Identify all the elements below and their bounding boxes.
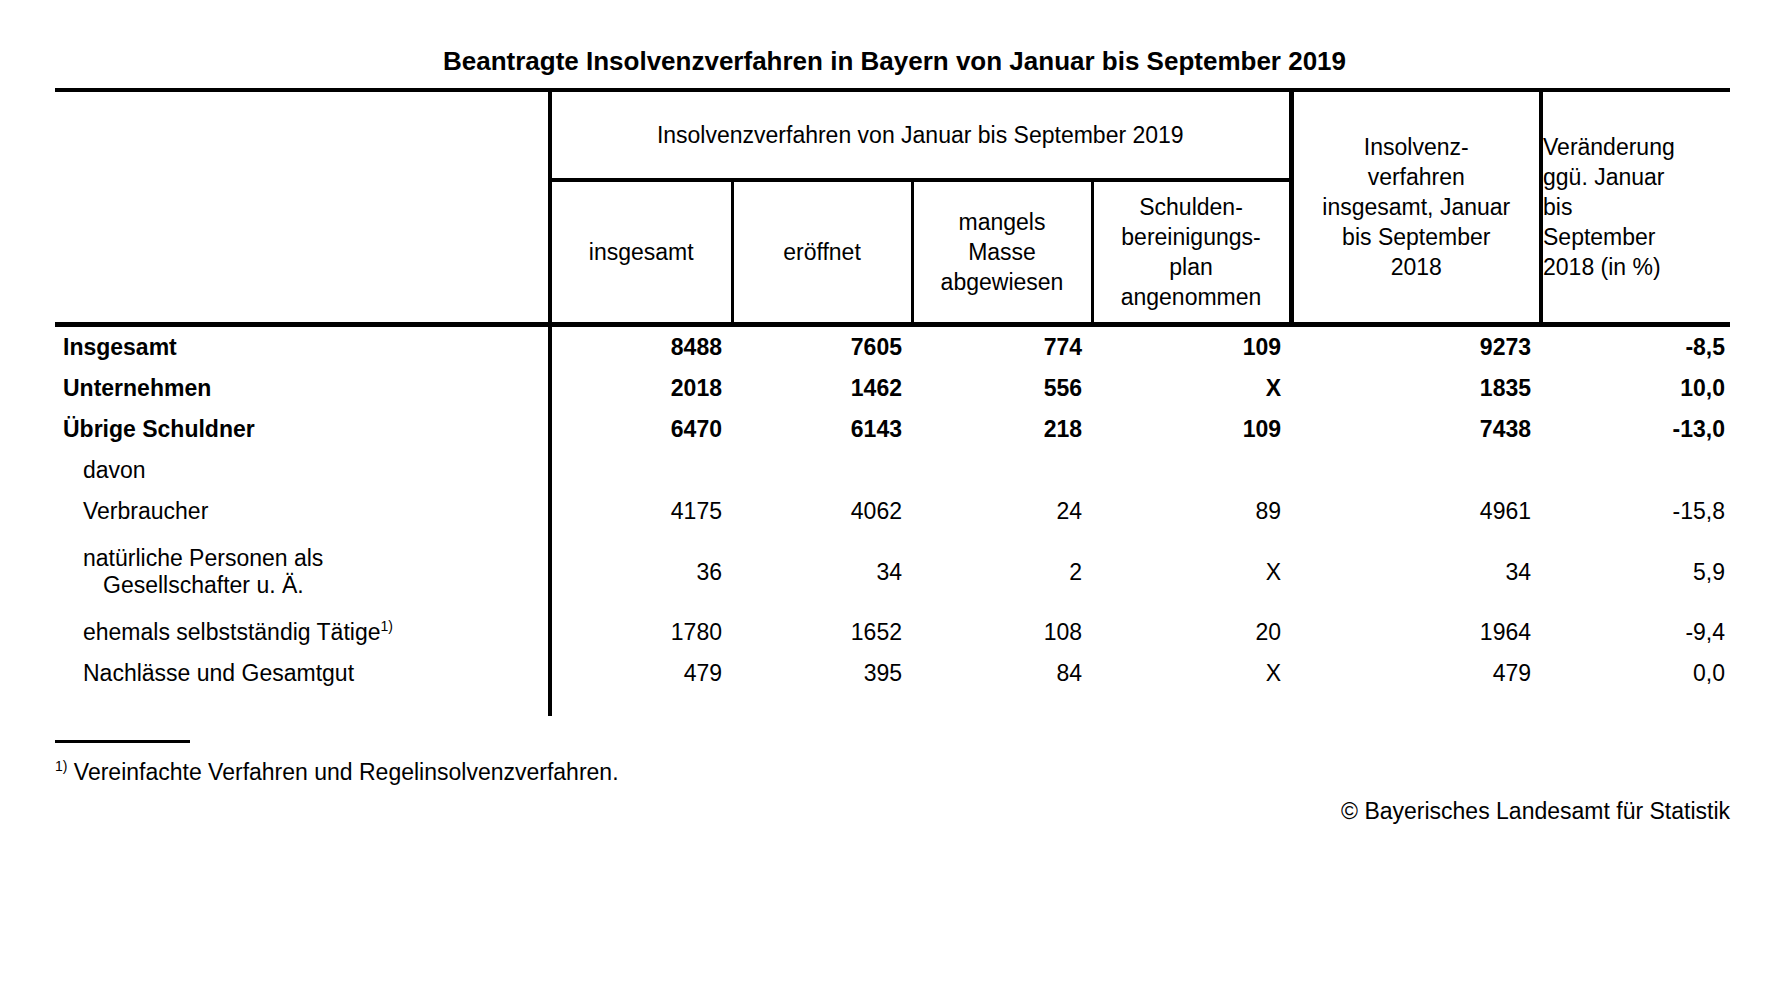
value-cell: X [1092, 532, 1291, 612]
row-label: Verbraucher [55, 491, 550, 532]
value-cell: 24 [912, 491, 1092, 532]
column-header-veraenderung: Veränderung ggü. Januar bis September 20… [1541, 90, 1730, 325]
value-cell: 1780 [550, 612, 732, 653]
column-header-schuldenbereinigungsplan: Schulden- bereinigungs- plan angenommen [1092, 180, 1291, 325]
header-row-group: Insolvenzverfahren von Januar bis Septem… [55, 90, 1730, 180]
row-label: Insgesamt [55, 325, 550, 369]
row-label: ehemals selbstständig Tätige1) [55, 612, 550, 653]
spacer-cell [550, 694, 1730, 716]
value-cell [1092, 450, 1291, 491]
value-cell: X [1092, 368, 1291, 409]
value-cell [912, 450, 1092, 491]
spacer-cell [55, 694, 550, 716]
stub-header-cell [55, 90, 550, 325]
value-cell: 774 [912, 325, 1092, 369]
value-cell: 10,0 [1541, 368, 1730, 409]
insolvency-table: Insolvenzverfahren von Januar bis Septem… [55, 88, 1730, 716]
row-label: Unternehmen [55, 368, 550, 409]
value-cell: 89 [1092, 491, 1291, 532]
value-cell: 108 [912, 612, 1092, 653]
value-cell: 34 [1291, 532, 1541, 612]
value-cell: 479 [1291, 653, 1541, 694]
table-row-spacer [55, 694, 1730, 716]
value-cell: 0,0 [1541, 653, 1730, 694]
column-header-insgesamt: insgesamt [550, 180, 732, 325]
table-row-uebrige-schuldner: Übrige Schuldner 6470 6143 218 109 7438 … [55, 409, 1730, 450]
value-cell: 1964 [1291, 612, 1541, 653]
value-cell: 20 [1092, 612, 1291, 653]
value-cell: 34 [732, 532, 912, 612]
row-label-text: ehemals selbstständig Tätige [83, 619, 380, 645]
row-label: Nachlässe und Gesamtgut [55, 653, 550, 694]
value-cell: 7438 [1291, 409, 1541, 450]
value-cell: -9,4 [1541, 612, 1730, 653]
table-row-natuerliche-personen: natürliche Personen als Gesellschafter u… [55, 532, 1730, 612]
table-header: Insolvenzverfahren von Januar bis Septem… [55, 90, 1730, 325]
footnote-text: Vereinfachte Verfahren und Regelinsolven… [67, 759, 618, 785]
value-cell: -13,0 [1541, 409, 1730, 450]
value-cell: 4175 [550, 491, 732, 532]
row-label: davon [55, 450, 550, 491]
value-cell: X [1092, 653, 1291, 694]
value-cell: 2018 [550, 368, 732, 409]
table-row-nachlaesse: Nachlässe und Gesamtgut 479 395 84 X 479… [55, 653, 1730, 694]
value-cell [732, 450, 912, 491]
row-label: natürliche Personen als Gesellschafter u… [55, 532, 550, 612]
value-cell: 6470 [550, 409, 732, 450]
value-cell: 218 [912, 409, 1092, 450]
table-body: Insgesamt 8488 7605 774 109 9273 -8,5 Un… [55, 325, 1730, 717]
value-cell: 84 [912, 653, 1092, 694]
table-row-unternehmen: Unternehmen 2018 1462 556 X 1835 10,0 [55, 368, 1730, 409]
value-cell: 7605 [732, 325, 912, 369]
value-cell: 2 [912, 532, 1092, 612]
value-cell: 4062 [732, 491, 912, 532]
table-row-davon: davon [55, 450, 1730, 491]
value-cell: 8488 [550, 325, 732, 369]
row-label-line2: Gesellschafter u. Ä. [83, 572, 548, 599]
value-cell [1291, 450, 1541, 491]
value-cell: 36 [550, 532, 732, 612]
table-row-insgesamt: Insgesamt 8488 7605 774 109 9273 -8,5 [55, 325, 1730, 369]
copyright-notice: © Bayerisches Landesamt für Statistik [55, 798, 1730, 825]
row-label: Übrige Schuldner [55, 409, 550, 450]
column-header-eroeffnet: eröffnet [732, 180, 912, 325]
footnote-marker: 1) [55, 758, 67, 774]
footnote-divider [55, 740, 190, 743]
value-cell: 1835 [1291, 368, 1541, 409]
footnote-marker: 1) [380, 618, 392, 634]
page-title: Beantragte Insolvenzverfahren in Bayern … [0, 0, 1789, 76]
table-row-ehemals-selbststaendig: ehemals selbstständig Tätige1) 1780 1652… [55, 612, 1730, 653]
value-cell: 479 [550, 653, 732, 694]
value-cell: -15,8 [1541, 491, 1730, 532]
table-row-verbraucher: Verbraucher 4175 4062 24 89 4961 -15,8 [55, 491, 1730, 532]
column-header-mangels-masse: mangels Masse abgewiesen [912, 180, 1092, 325]
group-header-cell: Insolvenzverfahren von Januar bis Septem… [550, 90, 1291, 180]
row-label-line1: natürliche Personen als [83, 545, 548, 572]
value-cell: 6143 [732, 409, 912, 450]
footnote: 1) Vereinfachte Verfahren und Regelinsol… [55, 759, 1789, 786]
value-cell: -8,5 [1541, 325, 1730, 369]
value-cell: 395 [732, 653, 912, 694]
value-cell [1541, 450, 1730, 491]
value-cell: 556 [912, 368, 1092, 409]
value-cell: 1652 [732, 612, 912, 653]
value-cell: 109 [1092, 409, 1291, 450]
value-cell: 4961 [1291, 491, 1541, 532]
value-cell: 5,9 [1541, 532, 1730, 612]
value-cell: 1462 [732, 368, 912, 409]
document-page: Beantragte Insolvenzverfahren in Bayern … [0, 0, 1789, 995]
column-header-vorjahr-2018: Insolvenz- verfahren insgesamt, Januar b… [1291, 90, 1541, 325]
value-cell: 109 [1092, 325, 1291, 369]
value-cell [550, 450, 732, 491]
value-cell: 9273 [1291, 325, 1541, 369]
